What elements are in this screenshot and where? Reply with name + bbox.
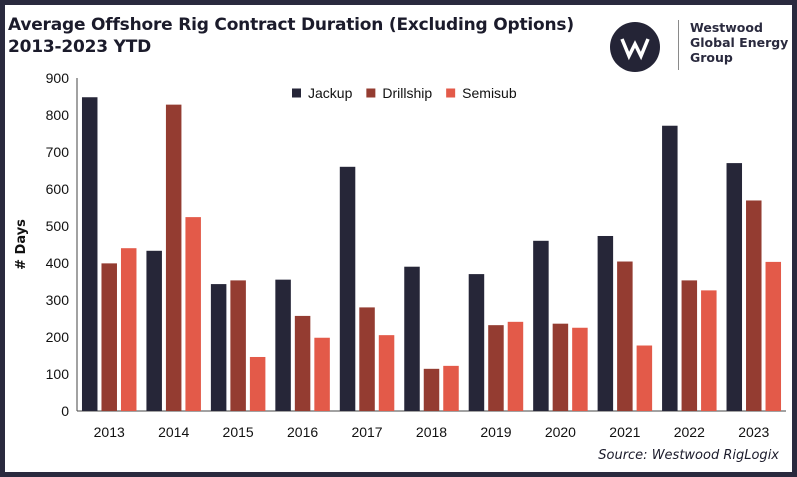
- x-tick-label: 2022: [674, 424, 705, 440]
- bar-drillship-2023: [746, 200, 762, 411]
- x-tick-label: 2013: [94, 424, 125, 440]
- bar-semisub-2021: [636, 345, 653, 411]
- brand-line3: Group: [690, 50, 733, 65]
- legend-label-semisub: Semisub: [462, 85, 517, 101]
- x-tick-label: 2016: [287, 424, 318, 440]
- bar-jackup-2018: [404, 266, 420, 411]
- chart-title: Average Offshore Rig Contract Duration (…: [8, 14, 574, 58]
- x-tick-label: 2021: [609, 424, 640, 440]
- y-axis-label: # Days: [14, 219, 29, 270]
- bar-drillship-2021: [617, 261, 633, 411]
- brand-name: Westwood Global Energy Group: [690, 20, 788, 65]
- chart-title-line1: Average Offshore Rig Contract Duration (…: [8, 15, 574, 35]
- bar-semisub-2020: [572, 327, 588, 411]
- westwood-logo-icon: [610, 22, 660, 72]
- bar-jackup-2016: [275, 279, 291, 411]
- y-tick-label: 300: [46, 292, 70, 308]
- y-tick-label: 100: [46, 366, 70, 382]
- x-tick-label: 2023: [738, 424, 769, 440]
- y-tick-label: 500: [46, 218, 70, 234]
- bar-jackup-2017: [339, 166, 356, 411]
- y-tick-label: 600: [46, 181, 70, 197]
- y-tick-label: 900: [46, 70, 70, 86]
- bar-semisub-2019: [507, 321, 524, 411]
- x-tick-label: 2020: [545, 424, 576, 440]
- bar-jackup-2023: [726, 163, 743, 411]
- bar-drillship-2017: [359, 307, 375, 411]
- x-tick-label: 2015: [223, 424, 254, 440]
- bar-jackup-2015: [210, 284, 227, 411]
- legend-swatch-semisub: [446, 88, 456, 98]
- bar-jackup-2014: [146, 250, 162, 411]
- bar-semisub-2018: [443, 365, 459, 411]
- x-tick-label: 2017: [351, 424, 382, 440]
- bar-drillship-2013: [101, 263, 117, 411]
- bar-drillship-2016: [294, 315, 311, 411]
- x-tick-label: 2019: [480, 424, 511, 440]
- bar-drillship-2019: [488, 325, 504, 411]
- x-tick-label: 2014: [158, 424, 189, 440]
- bar-jackup-2013: [81, 97, 98, 412]
- bar-semisub-2016: [314, 337, 330, 411]
- source-note: Source: Westwood RigLogix: [598, 448, 779, 463]
- y-tick-label: 0: [61, 403, 69, 419]
- bar-drillship-2020: [552, 323, 569, 411]
- y-tick-label: 200: [46, 329, 70, 345]
- brand-line2: Global Energy: [690, 35, 789, 50]
- bar-drillship-2015: [230, 280, 246, 411]
- chart-title-line2: 2013-2023 YTD: [8, 37, 152, 57]
- legend-swatch-jackup: [292, 88, 301, 98]
- bar-jackup-2022: [662, 125, 678, 411]
- bar-semisub-2017: [378, 335, 395, 411]
- legend-label-jackup: Jackup: [308, 85, 353, 101]
- legend-label-drillship: Drillship: [382, 85, 432, 101]
- y-tick-label: 400: [46, 255, 70, 271]
- y-tick-label: 800: [46, 107, 70, 123]
- bar-jackup-2021: [597, 235, 614, 411]
- bar-semisub-2013: [120, 248, 137, 411]
- bar-semisub-2023: [765, 261, 782, 411]
- legend-swatch-drillship: [366, 88, 376, 98]
- bar-semisub-2022: [701, 290, 717, 411]
- y-tick-label: 700: [46, 144, 70, 160]
- bar-drillship-2014: [165, 104, 182, 411]
- x-tick-label: 2018: [416, 424, 447, 440]
- bar-jackup-2019: [468, 274, 485, 411]
- bar-drillship-2018: [423, 368, 440, 411]
- bar-semisub-2014: [185, 217, 201, 411]
- bar-jackup-2020: [533, 240, 549, 411]
- bar-semisub-2015: [249, 356, 266, 411]
- bar-drillship-2022: [681, 280, 698, 411]
- logo-divider: [678, 20, 679, 70]
- brand-line1: Westwood: [690, 20, 763, 35]
